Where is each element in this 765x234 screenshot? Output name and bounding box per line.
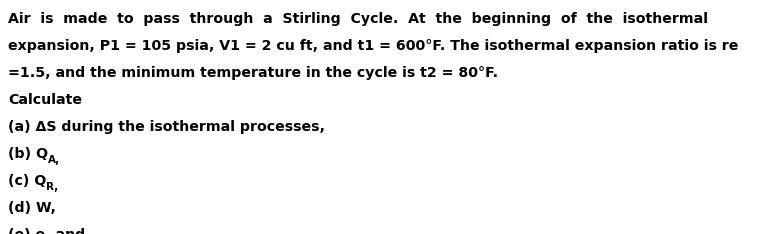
Text: (c) Q: (c) Q <box>8 174 47 188</box>
Text: (d) W,: (d) W, <box>8 201 56 215</box>
Text: =1.5, and the minimum temperature in the cycle is t2 = 80°F.: =1.5, and the minimum temperature in the… <box>8 66 498 80</box>
Text: Air  is  made  to  pass  through  a  Stirling  Cycle.  At  the  beginning  of  t: Air is made to pass through a Stirling C… <box>8 12 708 26</box>
Text: (e) e, and: (e) e, and <box>8 228 85 234</box>
Text: expansion, P1 = 105 psia, V1 = 2 cu ft, and t1 = 600°F. The isothermal expansion: expansion, P1 = 105 psia, V1 = 2 cu ft, … <box>8 39 738 53</box>
Text: R,: R, <box>47 182 59 192</box>
Text: Calculate: Calculate <box>8 93 82 107</box>
Text: (a) ΔS during the isothermal processes,: (a) ΔS during the isothermal processes, <box>8 120 325 134</box>
Text: (b) Q: (b) Q <box>8 147 48 161</box>
Text: A,: A, <box>48 155 60 165</box>
